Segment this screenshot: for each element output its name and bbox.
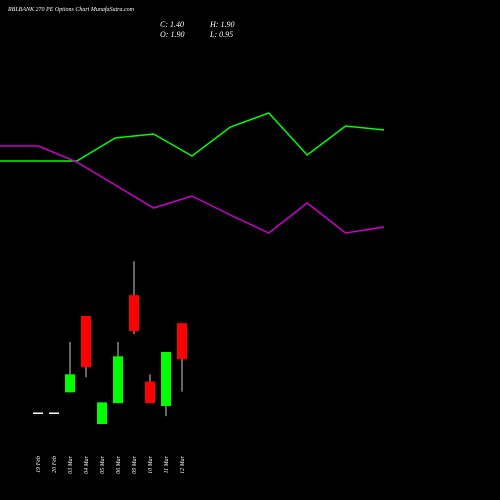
candle-body [145, 381, 155, 404]
x-tick-label: 10 Mar [148, 455, 154, 473]
candle-body [113, 356, 123, 404]
ohlc-label: H: 1.90 [209, 20, 234, 29]
x-tick-label: 20 Feb [52, 456, 58, 473]
candle-body [65, 374, 75, 393]
candle-body [49, 412, 59, 414]
candle-body [81, 316, 91, 368]
x-tick-label: 03 Mar [68, 455, 74, 473]
x-tick-label: 12 Mar [180, 455, 186, 473]
x-tick-label: 11 Mar [164, 455, 170, 473]
chart-title: RBLBANK 270 PE Options Chart MunafaSutra… [7, 6, 135, 13]
ohlc-label: C: 1.40 [160, 20, 184, 29]
candle-body [129, 295, 139, 332]
indicator-line [0, 145, 385, 234]
x-tick-label: 06 Mar [116, 455, 122, 473]
candle-body [177, 323, 187, 360]
indicator-line [0, 112, 385, 162]
x-tick-label: 09 Mar [132, 455, 138, 473]
candle-body [161, 352, 171, 406]
x-tick-label: 19 Feb [36, 456, 42, 473]
ohlc-label: L: 0.95 [209, 30, 233, 39]
x-tick-label: 05 Mar [100, 455, 106, 473]
x-tick-label: 04 Mar [83, 455, 90, 473]
ohlc-label: O: 1.90 [160, 30, 184, 39]
candle-body [33, 412, 43, 414]
candle-body [97, 402, 107, 424]
